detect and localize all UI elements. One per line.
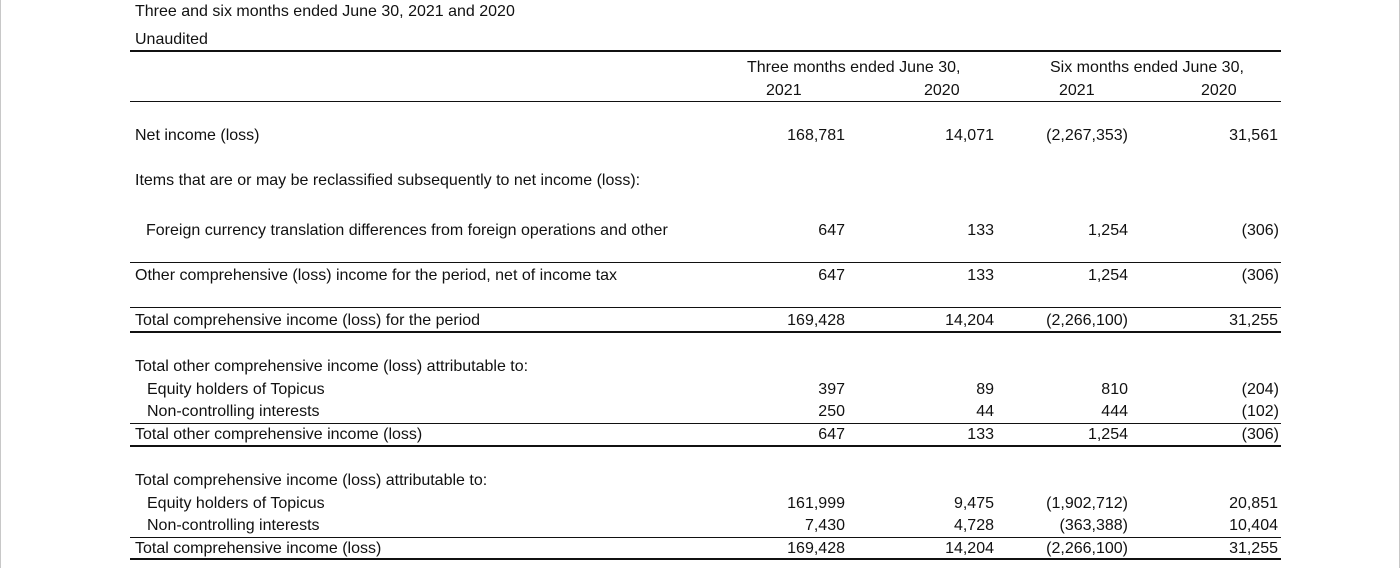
toci-nci-value: 44	[976, 403, 994, 420]
toci-equity-value: (204)	[1241, 381, 1279, 398]
top-rule	[130, 50, 1281, 52]
net-income-value: 31,561	[1229, 127, 1278, 144]
toci-total-value: 133	[967, 426, 994, 443]
toci-nci-value: 250	[818, 403, 845, 420]
toci-nci-value: 444	[1101, 403, 1128, 420]
tci-nci-value: 7,430	[804, 517, 845, 534]
tci-total-value: 169,428	[787, 540, 845, 557]
tci-equity-value: 161,999	[787, 495, 845, 512]
total-comprehensive-label: Total comprehensive income (loss) for th…	[135, 312, 481, 329]
total-rule-top	[130, 307, 1281, 308]
column-group-three-months: Three months ended June 30,	[747, 59, 961, 76]
toci-equity-value: 89	[976, 381, 994, 398]
tci-equity-value: 20,851	[1229, 495, 1278, 512]
column-group-six-months: Six months ended June 30,	[1050, 59, 1244, 76]
column-year-2021-h: 2021	[1059, 82, 1095, 99]
net-income-value: (2,267,353)	[1046, 127, 1128, 144]
column-year-2021-q: 2021	[766, 82, 802, 99]
tci-nci-value: 10,404	[1229, 517, 1278, 534]
tci-heading: Total comprehensive income (loss) attrib…	[135, 472, 488, 489]
tci-equity-value: 9,475	[953, 495, 994, 512]
tci-total-value: (2,266,100)	[1046, 540, 1128, 557]
other-comprehensive-value: 1,254	[1087, 267, 1128, 284]
total-comprehensive-value: 14,204	[945, 312, 994, 329]
column-year-2020-h: 2020	[1201, 82, 1237, 99]
audit-status: Unaudited	[135, 31, 208, 48]
subtotal-rule	[130, 262, 1281, 263]
period-description: Three and six months ended June 30, 2021…	[135, 3, 515, 20]
toci-equity-value: 810	[1101, 381, 1128, 398]
reclassified-items-heading: Items that are or may be reclassified su…	[135, 172, 641, 189]
other-comprehensive-value: (306)	[1241, 267, 1279, 284]
net-income-label: Net income (loss)	[135, 127, 260, 144]
fx-translation-value: 647	[818, 222, 845, 239]
toci-heading: Total other comprehensive income (loss) …	[135, 358, 529, 375]
tci-nci-value: (363,388)	[1059, 517, 1129, 534]
other-comprehensive-label: Other comprehensive (loss) income for th…	[135, 267, 617, 284]
toci-total-value: 1,254	[1087, 426, 1128, 443]
fx-translation-value: 133	[967, 222, 994, 239]
toci-total-label: Total other comprehensive income (loss)	[135, 426, 423, 443]
page-edge-left	[0, 0, 1, 568]
toci-nci-label: Non-controlling interests	[147, 403, 320, 420]
toci-equity-label: Equity holders of Topicus	[147, 381, 325, 398]
fx-translation-value: (306)	[1241, 222, 1279, 239]
net-income-value: 168,781	[787, 127, 845, 144]
toci-equity-value: 397	[818, 381, 845, 398]
total-rule-bottom	[130, 331, 1281, 333]
toci-nci-value: (102)	[1241, 403, 1279, 420]
header-rule	[130, 101, 1281, 102]
total-comprehensive-value: 31,255	[1229, 312, 1278, 329]
tci-nci-label: Non-controlling interests	[147, 517, 320, 534]
tci-equity-value: (1,902,712)	[1046, 495, 1128, 512]
fx-translation-label: Foreign currency translation differences…	[146, 222, 668, 239]
toci-total-value: (306)	[1241, 426, 1279, 443]
toci-subtotal-rule	[130, 423, 1281, 424]
toci-total-value: 647	[818, 426, 845, 443]
net-income-value: 14,071	[945, 127, 994, 144]
other-comprehensive-value: 133	[967, 267, 994, 284]
tci-nci-value: 4,728	[953, 517, 994, 534]
tci-total-rule	[130, 558, 1281, 560]
tci-total-value: 31,255	[1229, 540, 1278, 557]
tci-equity-label: Equity holders of Topicus	[147, 495, 325, 512]
total-comprehensive-value: 169,428	[787, 312, 845, 329]
other-comprehensive-value: 647	[818, 267, 845, 284]
tci-total-value: 14,204	[945, 540, 994, 557]
toci-total-rule	[130, 445, 1281, 447]
tci-total-label: Total comprehensive income (loss)	[135, 540, 382, 557]
fx-translation-value: 1,254	[1087, 222, 1128, 239]
total-comprehensive-value: (2,266,100)	[1046, 312, 1128, 329]
tci-subtotal-rule	[130, 537, 1281, 538]
column-year-2020-q: 2020	[924, 82, 960, 99]
